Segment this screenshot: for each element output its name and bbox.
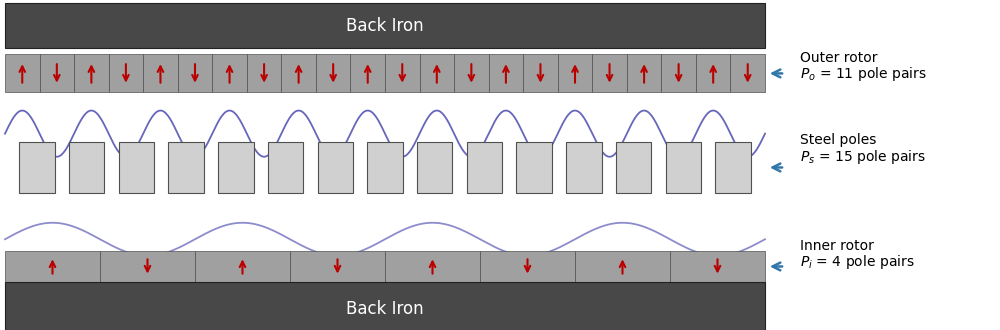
Bar <box>5 282 765 330</box>
Bar <box>195 251 290 282</box>
Bar <box>367 142 403 193</box>
Bar <box>575 251 670 282</box>
Bar <box>385 54 420 92</box>
Bar <box>558 54 592 92</box>
Bar <box>696 54 730 92</box>
Bar <box>318 142 353 193</box>
Bar <box>109 54 143 92</box>
Bar <box>268 142 303 193</box>
Bar <box>100 251 195 282</box>
Bar <box>627 54 661 92</box>
Bar <box>420 54 454 92</box>
Bar <box>316 54 350 92</box>
Text: $P_o$ = 11 pole pairs: $P_o$ = 11 pole pairs <box>800 65 927 83</box>
Bar <box>616 142 651 193</box>
Bar <box>666 142 701 193</box>
Bar <box>168 142 204 193</box>
Bar <box>119 142 154 193</box>
Bar <box>516 142 552 193</box>
Bar <box>670 251 765 282</box>
Bar <box>730 54 765 92</box>
Bar <box>566 142 602 193</box>
Bar <box>661 54 696 92</box>
Bar <box>69 142 104 193</box>
Bar <box>454 54 489 92</box>
Bar <box>715 142 751 193</box>
Text: Steel poles: Steel poles <box>800 133 876 147</box>
Bar <box>40 54 74 92</box>
Text: Back Iron: Back Iron <box>346 17 424 35</box>
Bar <box>489 54 523 92</box>
Bar <box>178 54 212 92</box>
Bar <box>218 142 254 193</box>
Bar <box>350 54 385 92</box>
Bar <box>480 251 575 282</box>
Bar <box>290 251 385 282</box>
Bar <box>212 54 247 92</box>
Bar <box>467 142 502 193</box>
Bar <box>5 3 765 48</box>
Text: Outer rotor: Outer rotor <box>800 51 878 65</box>
Bar <box>592 54 627 92</box>
Bar <box>385 251 480 282</box>
Bar <box>19 142 55 193</box>
Bar <box>247 54 281 92</box>
Bar <box>5 251 100 282</box>
Bar <box>417 142 452 193</box>
Bar <box>5 54 40 92</box>
Text: $P_s$ = 15 pole pairs: $P_s$ = 15 pole pairs <box>800 148 926 166</box>
Text: $P_i$ = 4 pole pairs: $P_i$ = 4 pole pairs <box>800 253 915 271</box>
Bar <box>523 54 558 92</box>
Text: Inner rotor: Inner rotor <box>800 239 874 253</box>
Bar <box>143 54 178 92</box>
Bar <box>74 54 109 92</box>
Text: Back Iron: Back Iron <box>346 300 424 317</box>
Bar <box>281 54 316 92</box>
